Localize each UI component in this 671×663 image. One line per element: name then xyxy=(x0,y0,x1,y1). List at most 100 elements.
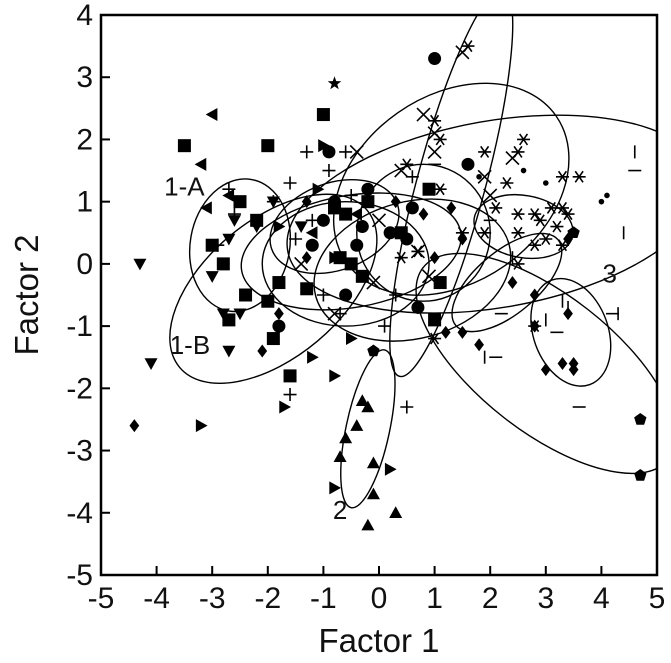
x-tick-label: 1 xyxy=(426,582,443,615)
triangle-right-point xyxy=(329,251,342,265)
cluster-ellipses xyxy=(169,15,657,509)
y-tick-label: -2 xyxy=(66,372,93,405)
x-tick-label: 0 xyxy=(371,582,388,615)
triangle-left-point xyxy=(200,201,212,215)
square-point xyxy=(428,313,442,327)
plus-point xyxy=(322,164,336,178)
circle-point xyxy=(316,213,330,227)
asterisk-point xyxy=(555,239,569,252)
square-point xyxy=(261,139,275,153)
triangle-down-point xyxy=(294,221,308,234)
plot-frame xyxy=(99,13,659,577)
cluster-label: 1-B xyxy=(170,330,210,360)
triangle-up-point xyxy=(366,456,380,469)
x-tick-label: -3 xyxy=(199,582,226,615)
y-tick-label: 1 xyxy=(76,186,93,219)
plus-point xyxy=(289,232,303,246)
square-point xyxy=(339,207,353,221)
diamond-point xyxy=(568,363,579,377)
plus-point xyxy=(316,288,330,302)
square-point xyxy=(177,139,191,153)
triangle-right-point xyxy=(384,462,397,476)
y-tick-label: 4 xyxy=(76,0,93,32)
cross-point xyxy=(421,269,437,284)
asterisk-point xyxy=(555,201,569,214)
plus-point xyxy=(211,238,225,252)
plus-point xyxy=(389,288,403,302)
triangle-right-point xyxy=(312,182,325,196)
cluster-ellipse xyxy=(451,232,563,333)
plus-point xyxy=(222,182,236,196)
asterisk-point xyxy=(461,40,475,53)
pentagon-point xyxy=(367,344,380,357)
y-tick-label: 2 xyxy=(76,123,93,156)
asterisk-point xyxy=(544,201,558,214)
y-tick-label: -5 xyxy=(66,559,93,592)
diamond-point xyxy=(440,325,451,339)
diamond-point xyxy=(457,325,468,339)
y-axis-label: Factor 2 xyxy=(8,234,45,355)
triangle-down-point xyxy=(222,233,236,246)
x-tick-label: -2 xyxy=(254,582,281,615)
plus-point xyxy=(344,188,358,202)
triangle-down-point xyxy=(227,215,241,227)
diamond-point xyxy=(446,201,457,215)
cluster-labels: 1-A 1-B 2 3 xyxy=(164,171,617,525)
square-point xyxy=(216,257,230,271)
circle-point xyxy=(400,232,414,246)
square-point xyxy=(361,195,375,209)
square-point xyxy=(283,369,297,383)
asterisk-point xyxy=(394,251,408,264)
triangle-right-point xyxy=(195,419,208,433)
triangle-down-point xyxy=(216,308,230,321)
asterisk-point xyxy=(511,226,525,239)
plus-point xyxy=(305,213,319,227)
circle-point xyxy=(411,300,425,314)
x-tick-label: -5 xyxy=(88,582,115,615)
cluster-ellipse xyxy=(261,200,430,327)
circle-point xyxy=(428,52,442,66)
triangle-down-point xyxy=(233,308,247,321)
diamond-point xyxy=(429,251,440,265)
asterisk-point xyxy=(539,233,553,245)
plus-point xyxy=(405,170,419,184)
asterisk-point xyxy=(555,170,569,183)
plus-point xyxy=(227,207,241,221)
plus-point xyxy=(339,145,353,159)
triangle-right-point xyxy=(273,220,286,234)
circle-point xyxy=(272,319,286,333)
triangle-right-point xyxy=(346,332,358,346)
circle-point xyxy=(305,238,319,252)
cluster-ellipse xyxy=(340,349,396,509)
x-axis-label: Factor 1 xyxy=(318,622,439,659)
triangle-down-point xyxy=(250,221,264,234)
y-tick-label: -3 xyxy=(66,435,93,468)
circle-point xyxy=(383,226,397,240)
cluster-label: 3 xyxy=(603,259,617,289)
diamond-point xyxy=(390,195,401,209)
square-point xyxy=(422,182,436,196)
asterisk-point xyxy=(428,114,442,127)
plus-point xyxy=(333,307,347,321)
triangle-right-point xyxy=(307,350,319,364)
pentagon-point xyxy=(634,468,647,481)
circle-point xyxy=(355,220,369,234)
asterisk-point xyxy=(500,177,514,189)
triangle-right-point xyxy=(318,139,330,153)
dot-point xyxy=(476,173,482,180)
y-tick-label: 0 xyxy=(76,248,93,281)
square-point xyxy=(300,282,314,296)
asterisk-point xyxy=(511,257,525,270)
cross-point xyxy=(477,169,492,184)
circle-point xyxy=(322,145,336,159)
square-point xyxy=(261,294,275,308)
diamond-point xyxy=(529,288,540,302)
cluster-label: 1-A xyxy=(164,171,205,201)
diamond-point xyxy=(540,363,551,377)
square-point xyxy=(222,313,236,327)
asterisk-point xyxy=(400,158,414,171)
circle-point xyxy=(328,195,342,209)
triangle-left-point xyxy=(205,108,218,122)
plus-point xyxy=(300,145,314,159)
